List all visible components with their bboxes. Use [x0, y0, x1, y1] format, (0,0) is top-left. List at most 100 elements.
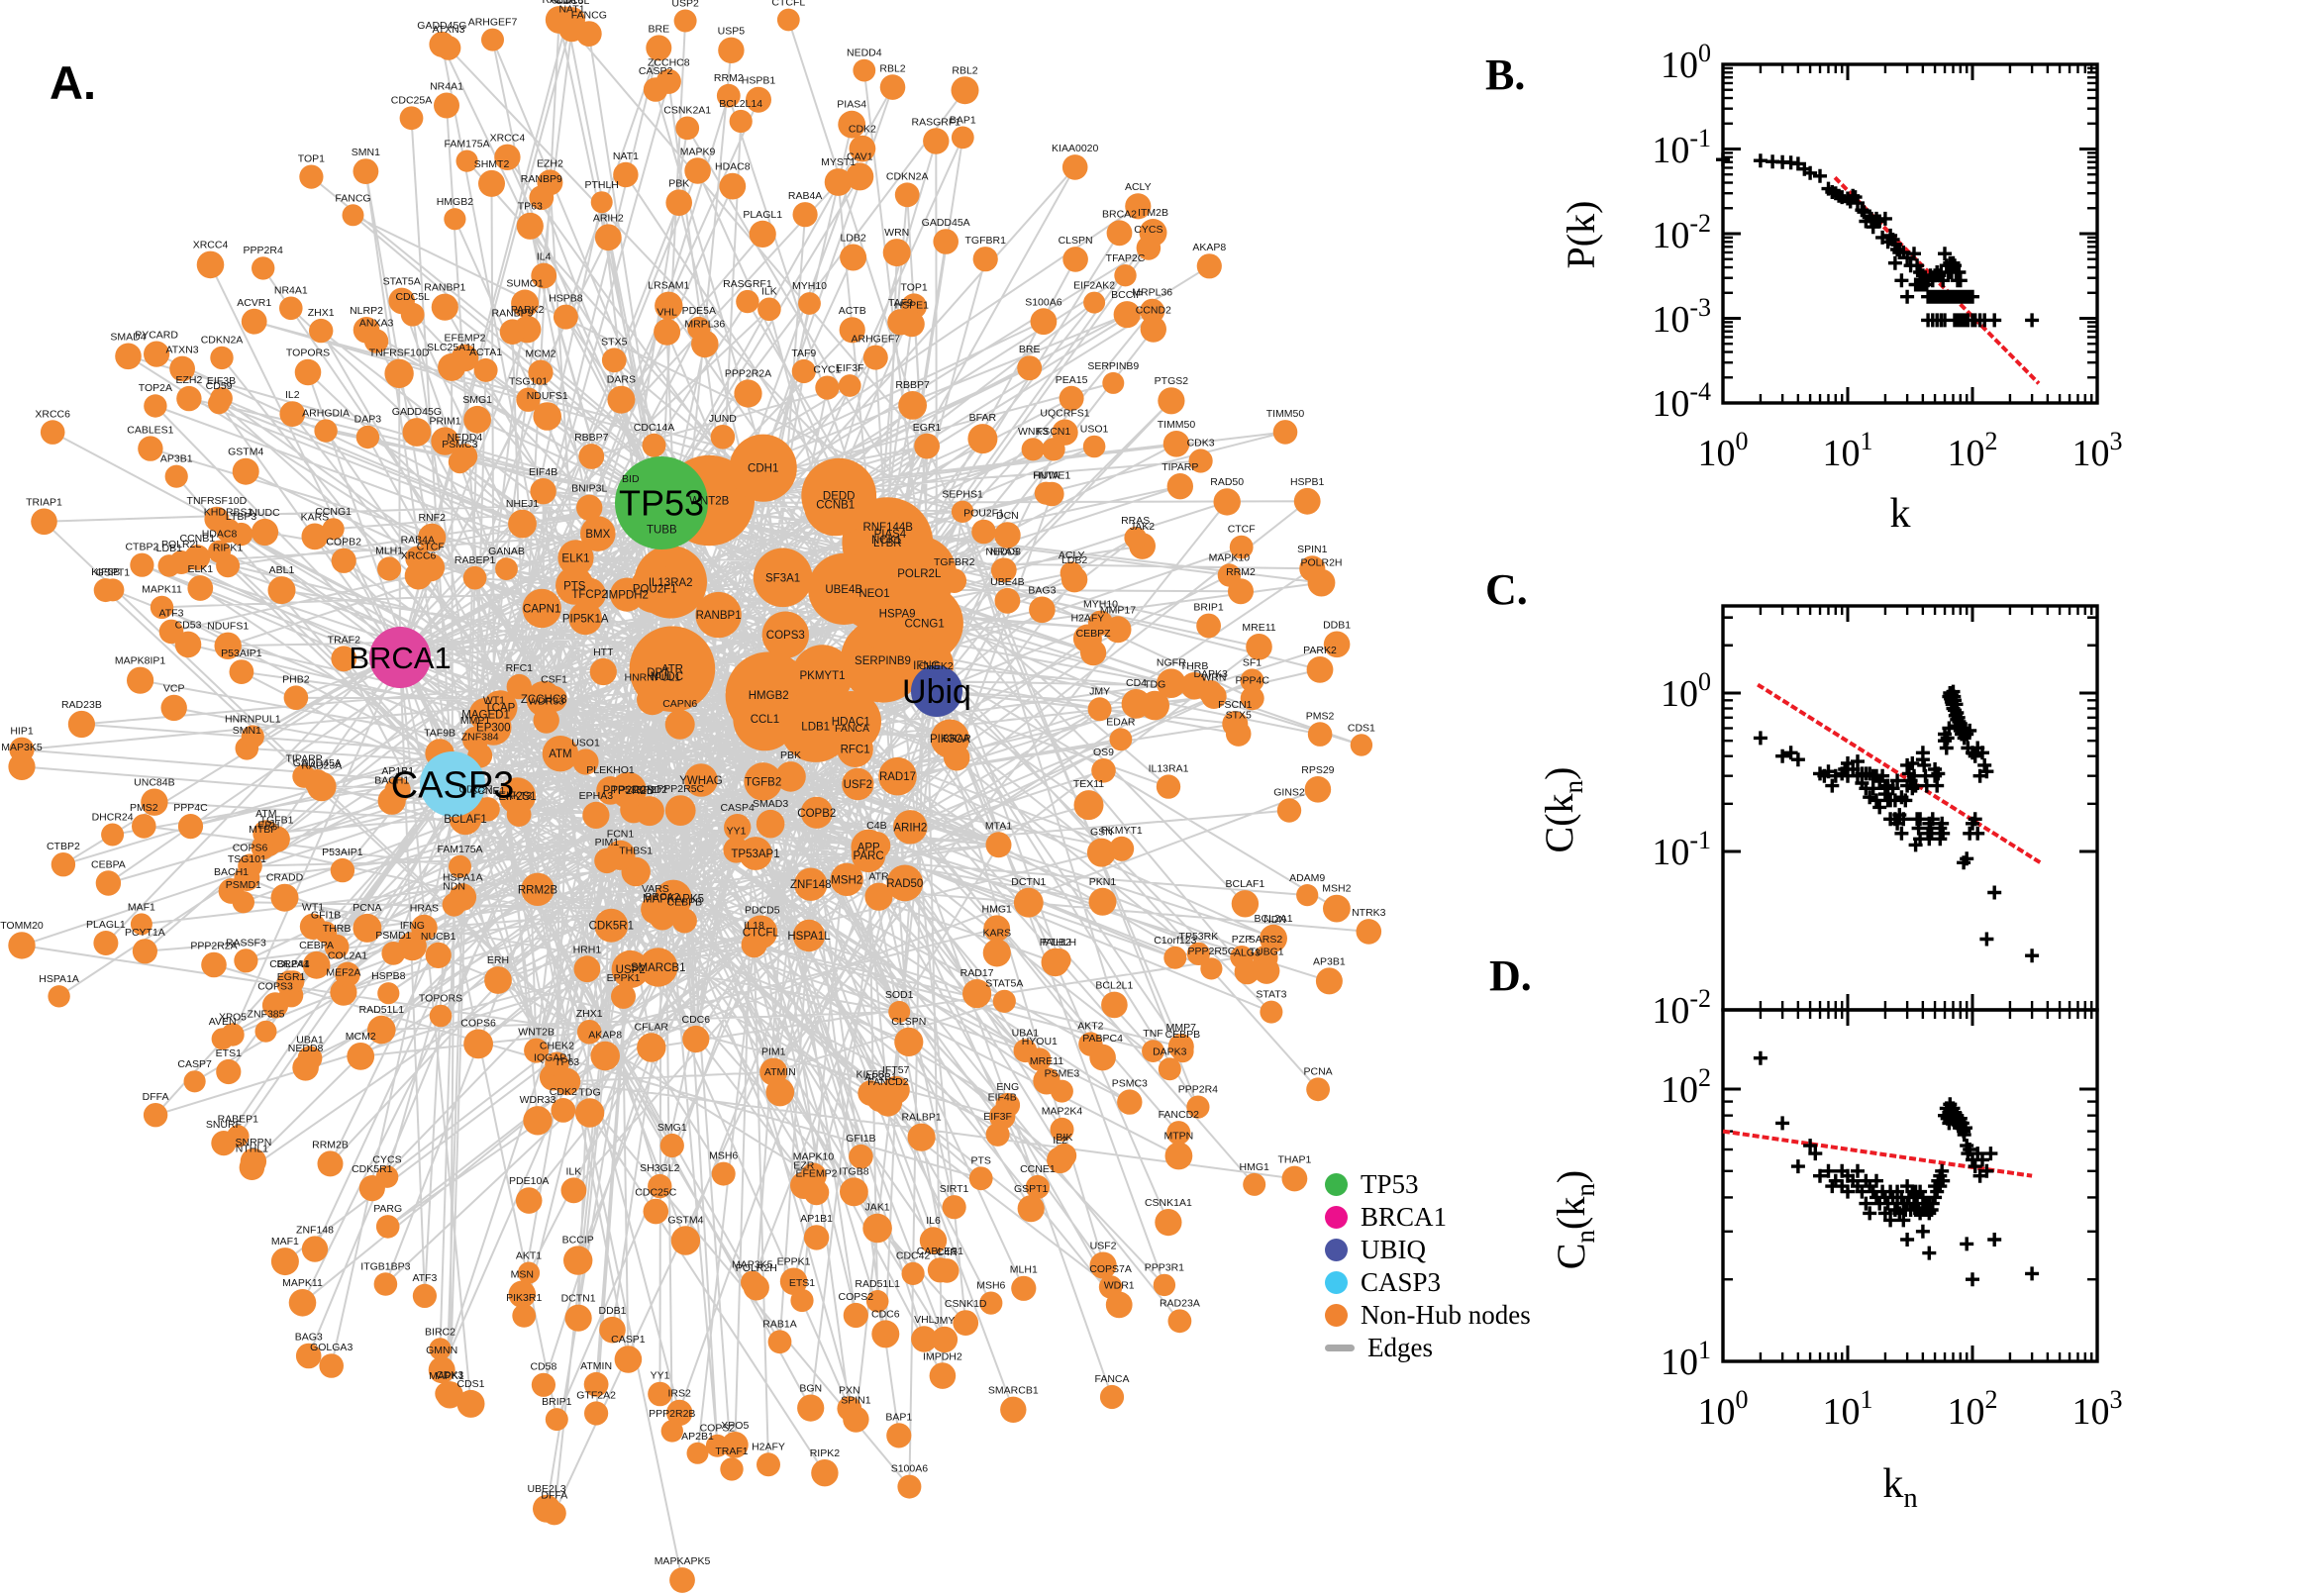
non-hub-node [355, 425, 380, 449]
gene-label: ZNF148 [296, 1224, 334, 1236]
non-hub-node [480, 706, 507, 733]
gene-label: HIP1 [10, 726, 34, 738]
non-hub-node [292, 1054, 319, 1081]
gene-label: UBE4B [990, 576, 1024, 588]
gene-label: SOD1 [885, 989, 914, 1001]
non-hub-node [643, 1198, 669, 1225]
non-hub-node [670, 1226, 701, 1255]
gene-label: NDUFS1 [527, 390, 568, 402]
gene-label: BRIP1 [1193, 602, 1224, 614]
non-hub-node [210, 387, 233, 410]
gene-label: TIPARP [286, 752, 323, 764]
gene-label: STX5 [601, 337, 627, 349]
non-hub-node [157, 554, 181, 577]
non-hub-node [1087, 697, 1112, 722]
non-hub-node [1000, 1396, 1027, 1424]
network-hub-nodes [369, 456, 962, 817]
gene-label: H2AFY [1070, 613, 1104, 625]
non-hub-node [495, 557, 518, 580]
non-hub-node [1041, 948, 1069, 977]
gene-label: STAT3 [1256, 989, 1286, 1001]
axis-label: P(k) [1559, 201, 1603, 269]
non-hub-node [292, 764, 316, 788]
non-hub-node [839, 317, 865, 344]
gene-label: PIK3R1 [506, 1292, 542, 1304]
non-hub-node [894, 1027, 924, 1056]
non-hub-node [1106, 220, 1133, 247]
legend-label: BRCA1 [1361, 1202, 1448, 1232]
non-hub-node [590, 191, 613, 214]
gene-label: KARS [983, 927, 1012, 939]
gene-label: DAP3 [354, 414, 382, 426]
non-hub-node [377, 556, 402, 581]
non-hub-node [1180, 672, 1208, 700]
gene-label: PXN [839, 1384, 860, 1396]
gene-label: FANCD2 [867, 1076, 909, 1088]
gene-label: TOP2A [139, 382, 172, 394]
gene-label: EPHA3 [579, 790, 614, 802]
gene-label: EIF4B [988, 1092, 1017, 1104]
gene-label: ELK1 [187, 563, 213, 575]
gene-label: AKAP8 [588, 1030, 622, 1042]
non-hub-node [971, 519, 996, 545]
non-hub-node [196, 250, 225, 279]
non-hub-node [656, 68, 681, 94]
gene-label: KARS [301, 512, 330, 524]
gene-label: MSH6 [976, 1280, 1005, 1292]
tick-label: 101 [1661, 1336, 1711, 1383]
gene-label: TP63 [555, 1056, 579, 1068]
non-hub-node [610, 577, 645, 612]
non-hub-node [281, 970, 305, 993]
non-hub-node [684, 763, 718, 797]
non-hub-node [524, 1038, 550, 1063]
non-hub-node [710, 425, 736, 449]
non-hub-node [216, 1058, 242, 1085]
gene-label: JAK1 [865, 1202, 890, 1214]
gene-label: AKAP8 [1192, 242, 1226, 253]
non-hub-node [1029, 596, 1056, 624]
non-hub-node [331, 548, 356, 573]
gene-label: CCNE1 [1020, 1163, 1056, 1175]
non-hub-node [684, 157, 711, 184]
gene-label: PCYT1A [125, 927, 165, 939]
gene-label: BNIP3L [571, 483, 607, 495]
gene-label: MCM2 [346, 1031, 376, 1043]
non-hub-node [931, 1326, 959, 1353]
non-hub-node [749, 220, 776, 248]
gene-label: SPIN1 [1297, 544, 1328, 555]
gene-label: CCNG1 [315, 506, 352, 518]
non-hub-node [1052, 1143, 1077, 1168]
tick-label: 10-2 [1652, 984, 1711, 1032]
gene-label: CEBPZ [1076, 628, 1112, 640]
non-hub-node [962, 979, 992, 1009]
gene-label: RBBP7 [574, 432, 609, 444]
gene-label: BRCA2 [1102, 208, 1137, 220]
non-hub-node [449, 883, 477, 911]
non-hub-node [1260, 1000, 1283, 1024]
non-hub-node [582, 801, 610, 830]
gene-label: SEPHS1 [942, 489, 983, 501]
non-hub-node [849, 1144, 873, 1169]
gene-label: GANAB [488, 546, 525, 557]
non-hub-node [309, 318, 334, 344]
non-hub-node [1293, 487, 1321, 515]
gene-label: SH3GL2 [640, 1162, 679, 1174]
non-hub-node [252, 256, 275, 280]
gene-label: NUDC [250, 507, 280, 519]
gene-label: SF3A1 [765, 572, 800, 584]
gene-label: MAP2K4 [1042, 1106, 1083, 1118]
gene-label: PBK [668, 177, 689, 189]
gene-label: FANCA [835, 723, 869, 735]
non-hub-node [132, 814, 156, 839]
non-hub-node [1200, 957, 1223, 980]
gene-label: SERPINB9 [855, 655, 911, 667]
non-hub-node [858, 1080, 883, 1106]
gene-label: GADD45A [922, 217, 970, 229]
gene-label: PIAS4 [874, 529, 907, 541]
gene-label: JMY [1089, 685, 1110, 697]
non-hub-node [914, 433, 940, 459]
gene-label: THRB [323, 923, 352, 935]
non-hub-node [130, 913, 152, 936]
non-hub-node [983, 915, 1011, 943]
gene-label: RAD50 [1210, 476, 1244, 488]
